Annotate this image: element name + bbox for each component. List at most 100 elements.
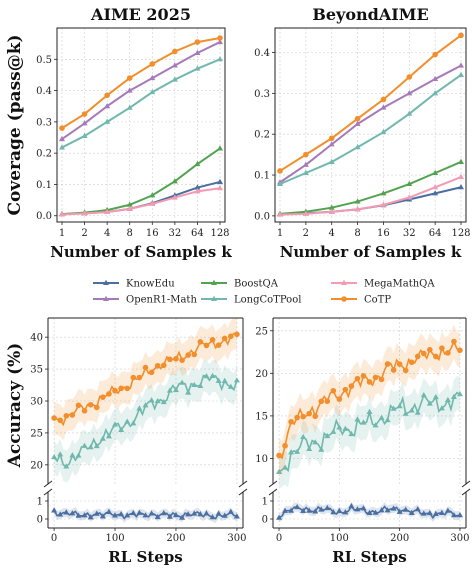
marker-longcotpool xyxy=(81,132,88,138)
marker-knowedu xyxy=(69,510,76,516)
marker-knowedu xyxy=(282,507,289,513)
x-tick-label: 100 xyxy=(105,533,124,544)
marker-cotp xyxy=(306,410,312,417)
marker-longcotpool xyxy=(171,76,178,82)
marker-cotp xyxy=(457,347,463,354)
marker-cotp xyxy=(372,374,379,381)
marker-longcotpool xyxy=(149,88,156,95)
x-tick-label: 100 xyxy=(330,533,349,544)
x-tick-label: 32 xyxy=(168,228,181,239)
marker-cotp xyxy=(354,115,361,122)
marker-knowedu xyxy=(414,506,421,512)
marker-longcotpool xyxy=(130,420,137,426)
marker-knowedu xyxy=(142,512,149,518)
plot-frame xyxy=(274,27,467,223)
marker-longcotpool xyxy=(166,387,173,393)
marker-knowedu xyxy=(300,507,307,514)
x-tick-label: 64 xyxy=(429,228,442,239)
x-tick-label: 128 xyxy=(210,228,229,239)
marker-longcotpool xyxy=(312,439,319,445)
marker-longcotpool xyxy=(75,452,82,458)
marker-longcotpool xyxy=(203,373,210,379)
y-tick-label: 0.2 xyxy=(254,130,270,141)
marker-cotp xyxy=(408,359,415,366)
marker-cotp xyxy=(167,356,173,363)
marker-longcotpool xyxy=(444,396,451,403)
y-tick-label: 0.3 xyxy=(254,89,270,100)
marker-knowedu xyxy=(75,512,82,518)
marker-knowedu xyxy=(136,509,143,515)
marker-longcotpool xyxy=(209,372,216,378)
marker-cotp xyxy=(57,417,63,424)
rl-panel-2: 0 100 200 300 10 15 20 25 0 1 RL Steps xyxy=(255,317,471,566)
marker-longcotpool xyxy=(306,445,313,452)
marker-longcotpool xyxy=(330,428,337,434)
series-line-longcotpool xyxy=(279,74,462,185)
marker-cotp xyxy=(104,92,110,99)
series-line-megamathqa xyxy=(61,187,221,216)
marker-knowedu xyxy=(221,512,228,518)
series-knowedu xyxy=(51,505,240,524)
marker-openr1-math xyxy=(171,62,178,68)
y-tick-label: 0 xyxy=(37,515,43,526)
marker-knowedu xyxy=(57,511,64,517)
legend-label: OpenR1-Math xyxy=(126,295,197,306)
legend-label: LongCoTPool xyxy=(234,295,301,306)
y-tick-label: 25 xyxy=(255,326,268,337)
series-longcotpool xyxy=(59,56,223,150)
marker-longcotpool xyxy=(302,169,309,175)
marker-longcotpool xyxy=(354,144,361,150)
x-tick-label: 200 xyxy=(166,533,185,544)
y-tick-label: 0.2 xyxy=(36,149,52,160)
axis-break-mark xyxy=(461,488,471,496)
marker-cotp xyxy=(294,414,300,421)
marker-knowedu xyxy=(444,507,451,513)
marker-boostqa xyxy=(171,178,178,184)
marker-cotp xyxy=(312,413,319,420)
y-tick-label: 0.3 xyxy=(36,117,52,128)
marker-cotp xyxy=(433,353,439,360)
marker-cotp xyxy=(328,135,335,142)
marker-cotp xyxy=(118,385,124,392)
legend-entry-longcotpool: LongCoTPool xyxy=(201,295,301,306)
legend-entry-boostqa: BoostQA xyxy=(201,279,279,290)
marker-boostqa xyxy=(406,180,413,187)
marker-longcotpool xyxy=(118,426,125,432)
marker-boostqa xyxy=(126,201,133,207)
legend-entry-knowedu: KnowEdu xyxy=(93,279,175,290)
marker-cotp xyxy=(439,345,445,351)
marker-longcotpool xyxy=(69,452,76,458)
marker-cotp xyxy=(360,373,367,379)
marker-longcotpool xyxy=(450,393,457,399)
marker-openr1-math xyxy=(149,74,156,81)
marker-cotp xyxy=(384,361,391,367)
marker-longcotpool xyxy=(57,451,64,457)
x-tick-label: 128 xyxy=(451,228,470,239)
marker-megamathqa xyxy=(194,188,201,194)
axis-break-mark xyxy=(238,488,248,496)
y-tick-label: 40 xyxy=(30,333,43,344)
marker-cotp xyxy=(406,74,413,80)
marker-knowedu xyxy=(420,510,427,516)
marker-knowedu xyxy=(148,510,155,516)
marker-longcotpool xyxy=(227,383,234,389)
marker-megamathqa xyxy=(341,279,347,285)
marker-knowedu xyxy=(318,506,325,512)
marker-knowedu xyxy=(227,508,234,514)
marker-megamathqa xyxy=(81,210,88,216)
marker-boostqa xyxy=(211,279,217,285)
legend-label: CoTP xyxy=(364,295,391,306)
marker-knowedu xyxy=(154,513,161,520)
marker-longcotpool xyxy=(328,158,335,164)
x-tick-label: 64 xyxy=(191,228,204,239)
marker-knowedu xyxy=(105,508,112,514)
marker-cotp xyxy=(451,338,457,345)
series-line-boostqa xyxy=(61,147,221,216)
marker-megamathqa xyxy=(59,211,65,217)
marker-cotp xyxy=(380,96,387,103)
marker-boostqa xyxy=(354,198,361,204)
y-tick-label: 20 xyxy=(255,369,268,380)
y-axis-label-coverage: Coverage (pass@k) xyxy=(5,34,25,215)
y-tick-label: 0.0 xyxy=(254,211,270,222)
